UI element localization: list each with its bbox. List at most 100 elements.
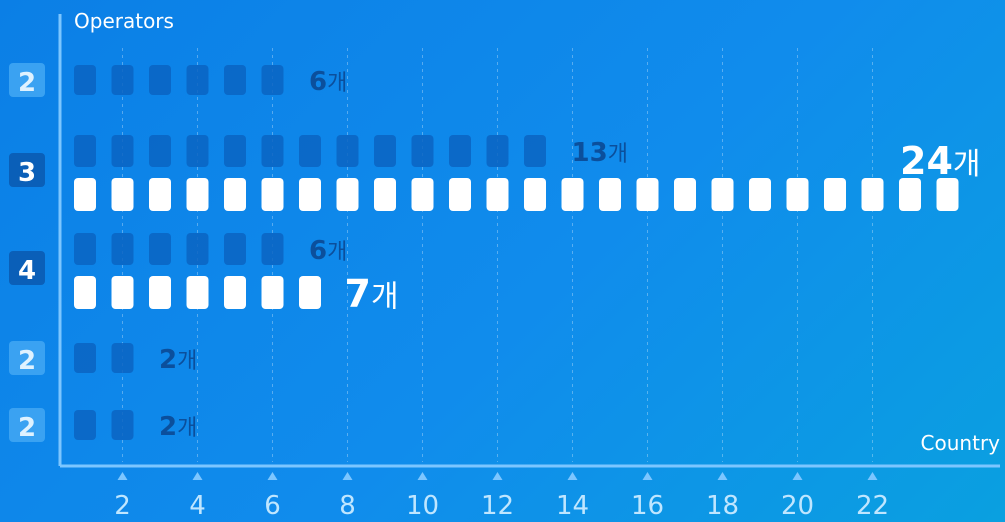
tick-marker [492, 472, 503, 480]
bar-block [186, 276, 209, 309]
x-tick-label: 12 [481, 491, 514, 521]
bar-block [111, 343, 134, 373]
dim-bar: 13개 [74, 135, 628, 168]
row-label-box [9, 341, 45, 375]
row-label-box [9, 63, 45, 97]
bar-block [861, 178, 884, 211]
value-label: 7개 [345, 272, 399, 316]
x-tick-label: 10 [406, 491, 439, 521]
bar-block [674, 178, 696, 211]
dim-bar: 6개 [74, 65, 347, 97]
value-label: 6개 [309, 236, 347, 266]
bar-block [149, 135, 171, 167]
tick-marker [642, 472, 653, 480]
bar-block [524, 178, 546, 211]
bar-block [74, 343, 96, 373]
bar-block [111, 233, 134, 265]
row-label: 2 [18, 413, 36, 443]
tick-marker [792, 472, 803, 480]
bar-block [149, 276, 171, 309]
bar-block [224, 276, 246, 309]
row-label: 4 [18, 256, 36, 286]
bar-block [299, 178, 321, 211]
bar-block [299, 135, 321, 167]
x-tick-label: 8 [339, 491, 356, 521]
bar-block [224, 65, 246, 95]
bar-block [486, 178, 509, 211]
bar-block [224, 178, 246, 211]
row-label: 3 [18, 158, 36, 188]
dim-bar: 2개 [74, 343, 197, 375]
bar-block [299, 276, 321, 309]
bar-block [149, 178, 171, 211]
bar-block [186, 233, 209, 265]
bar-block [786, 178, 809, 211]
tick-marker [117, 472, 128, 480]
x-tick-label: 14 [556, 491, 589, 521]
grid-lines [122, 48, 873, 462]
bar-block [261, 178, 284, 211]
bar-block [711, 178, 734, 211]
tick-marker [342, 472, 353, 480]
bar-block [374, 135, 396, 167]
bar-block [149, 233, 171, 265]
bar-rows: 2 6개 3 13개 24개 4 6개 7개 2 2개 2 2개 [9, 63, 981, 443]
bar-block [486, 135, 509, 167]
bar-block [336, 178, 359, 211]
x-tick-label: 16 [631, 491, 664, 521]
value-label: 6개 [309, 67, 347, 97]
bar-block [261, 65, 284, 95]
bar-block [74, 410, 96, 440]
bar-block [74, 233, 96, 265]
highlight-bar: 7개 [74, 272, 399, 316]
bar-block [261, 233, 284, 265]
row-label: 2 [18, 68, 36, 98]
bar-block [111, 65, 134, 95]
bar-row: 2 6개 [9, 63, 347, 98]
bar-block [224, 135, 246, 167]
x-ticks: 2 4 6 8 10 12 14 16 18 20 22 [114, 472, 889, 521]
bar-block [374, 178, 396, 211]
bar-block [74, 135, 96, 167]
bar-block [561, 178, 584, 211]
bar-block [74, 178, 96, 211]
bar-row: 2 2개 [9, 341, 197, 376]
bar-block [749, 178, 771, 211]
bar-block [411, 178, 434, 211]
x-tick-label: 2 [114, 491, 131, 521]
bar-block [74, 276, 96, 309]
bar-block [111, 410, 134, 440]
tick-marker [567, 472, 578, 480]
bar-block [336, 135, 359, 167]
x-tick-label: 18 [706, 491, 739, 521]
row-label: 2 [18, 346, 36, 376]
x-tick-label: 22 [856, 491, 889, 521]
bar-block [411, 135, 434, 167]
x-tick-label: 20 [781, 491, 814, 521]
tick-marker [867, 472, 878, 480]
tick-marker [717, 472, 728, 480]
bar-row: 3 13개 24개 [9, 135, 981, 211]
bar-block [936, 178, 959, 211]
bar-block [261, 135, 284, 167]
dim-bar: 6개 [74, 233, 347, 266]
bar-block [74, 65, 96, 95]
bar-block [224, 233, 246, 265]
bar-block [449, 135, 471, 167]
x-tick-label: 6 [264, 491, 281, 521]
highlight-bar: 24개 [74, 139, 981, 211]
bar-block [524, 135, 546, 167]
row-label-box [9, 251, 45, 285]
bar-block [899, 178, 921, 211]
row-label-box [9, 153, 45, 187]
tick-marker [417, 472, 428, 480]
bar-block [149, 65, 171, 95]
bar-block [261, 276, 284, 309]
value-label: 2개 [159, 345, 197, 375]
tick-marker [267, 472, 278, 480]
dim-bar: 2개 [74, 410, 197, 442]
value-label: 13개 [572, 138, 628, 168]
value-label: 2개 [159, 412, 197, 442]
bar-block [186, 135, 209, 167]
